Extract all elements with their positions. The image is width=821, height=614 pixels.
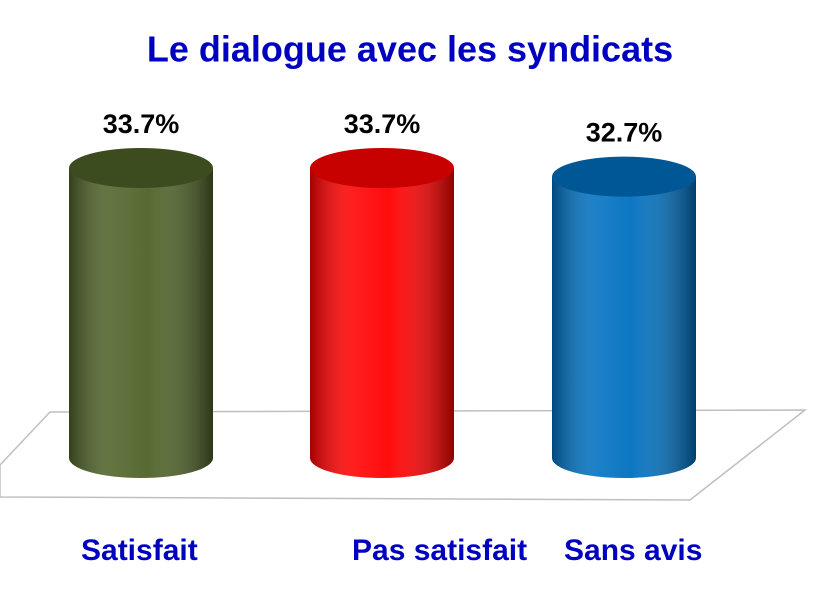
cylinder-shade	[552, 176, 696, 478]
category-label: Pas satisfait	[352, 534, 527, 567]
value-label: 32.7%	[586, 118, 663, 148]
cylinder-top-shade	[310, 148, 454, 188]
cylinder-shade	[310, 168, 454, 478]
cylinder-top-shade	[552, 156, 696, 197]
bars: 33.7% Satisfait 33.7% Pas satisfait 32.7% San…	[69, 109, 702, 567]
cylinder-top	[310, 148, 454, 188]
category-label: Satisfait	[81, 534, 198, 567]
value-label: 33.7%	[103, 109, 180, 139]
cylinder-shade	[69, 168, 213, 478]
cylinder-top-shade	[69, 148, 213, 188]
category-label: Sans avis	[564, 534, 702, 567]
chart-title: Le dialogue avec les syndicats	[147, 29, 673, 70]
value-label: 33.7%	[344, 109, 421, 139]
cylinder-top	[552, 156, 696, 197]
cylinder-top	[69, 148, 213, 188]
